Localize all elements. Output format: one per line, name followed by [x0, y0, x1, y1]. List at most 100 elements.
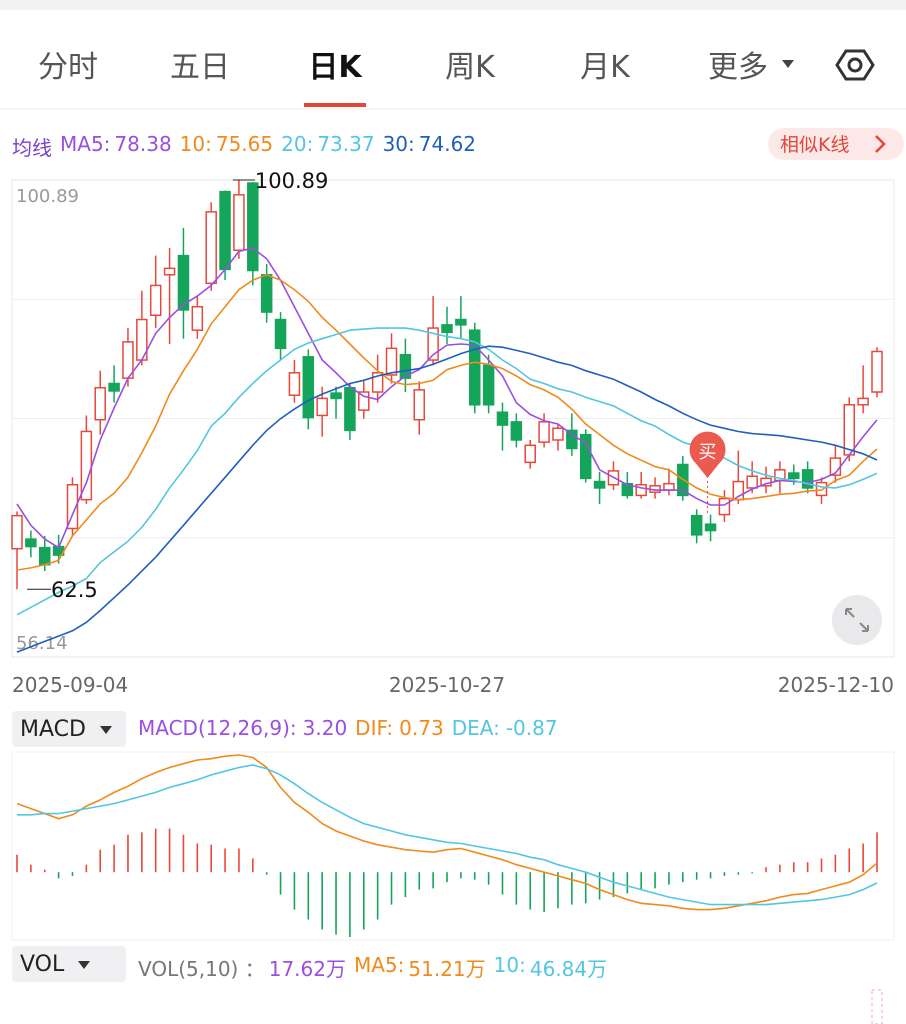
candle-body: [690, 514, 703, 536]
high-marker: 100.89: [255, 169, 328, 193]
candle-body: [635, 483, 647, 497]
candle-body: [344, 386, 356, 432]
candle-body: [163, 267, 176, 276]
vol-legend-value: 46.84万: [529, 957, 608, 981]
ma-value: 75.65: [215, 132, 274, 156]
candle-body: [371, 372, 384, 393]
tab[interactable]: 日K: [308, 50, 363, 85]
macd-frame: [11, 751, 895, 941]
vol-bar-hint: [871, 989, 883, 1024]
more-arrow: [782, 60, 794, 68]
candle-body: [482, 364, 495, 406]
ma-name: 20:: [281, 132, 314, 156]
macd-line: [16, 754, 878, 911]
candle-body: [871, 350, 883, 393]
candle-body: [316, 397, 328, 417]
candle-body: [552, 427, 564, 441]
buy-signal: 买: [699, 442, 717, 463]
status-strip: [0, 0, 906, 10]
tab[interactable]: 周K: [445, 50, 496, 85]
candle-body: [746, 475, 758, 489]
macd-legend-value: -0.87: [505, 716, 558, 740]
tab[interactable]: 分时: [38, 50, 98, 85]
macd-legend-value: 0.73: [399, 716, 444, 740]
candle-body: [149, 284, 162, 317]
ma-line: [16, 273, 878, 571]
tab[interactable]: 更多: [708, 50, 768, 85]
ma-line: [16, 247, 878, 549]
candle-body: [38, 546, 51, 566]
candle-body: [704, 523, 717, 532]
candle-body: [579, 433, 592, 480]
ma-name: MA5:: [60, 132, 111, 156]
vol-legend: VOL(5,10) ： 17.62万 MA5: 51.21万 10: 46.84万: [138, 953, 607, 982]
candle-body: [219, 190, 231, 271]
candle-body: [815, 481, 828, 497]
candle-body: [843, 404, 856, 456]
ma-name: 10:: [179, 132, 212, 156]
vol-legend-name: VOL(5,10) ：: [138, 957, 265, 981]
ma-value: 73.37: [317, 132, 375, 156]
candle-body: [108, 382, 120, 392]
candle-body: [718, 497, 731, 516]
candle-body: [177, 254, 190, 311]
x-tick-label: 2025-10-27: [389, 673, 505, 697]
x-tick-label: 2025-12-10: [778, 673, 894, 697]
buy-pin: [689, 431, 726, 478]
candle-body: [191, 305, 204, 331]
candle-body: [233, 194, 245, 251]
ma-value: 78.38: [114, 132, 172, 156]
macd-line: [17, 764, 878, 906]
candle-body: [788, 472, 800, 480]
macd-legend-name: DIF:: [355, 716, 394, 740]
macd-legend-value: 3.20: [302, 716, 348, 740]
candle-body: [288, 372, 301, 396]
candle-body: [260, 274, 273, 313]
expand-icon: [845, 608, 869, 632]
ma-line: [16, 345, 878, 653]
candle-body: [66, 483, 79, 530]
macd-legend: MACD(12,26,9): 3.20 DIF: 0.73 DEA: -0.87: [138, 716, 558, 740]
candle-body: [496, 411, 509, 426]
ma-name: 30:: [382, 132, 415, 156]
candle-body: [441, 324, 453, 334]
macd-selector[interactable]: MACD: [12, 711, 126, 747]
similar-arrow: [875, 135, 886, 153]
vol-selector[interactable]: VOL: [12, 946, 126, 982]
ma-line: [16, 327, 878, 616]
candle-body: [593, 480, 606, 489]
macd-legend-name: DEA:: [451, 716, 500, 740]
candle-body: [358, 391, 370, 411]
vol-legend-name: 10:: [493, 953, 526, 977]
candle-body: [25, 538, 37, 548]
tab[interactable]: 月K: [580, 50, 631, 85]
candle-body: [538, 421, 550, 443]
candle-body: [468, 329, 481, 406]
candle-body: [330, 392, 342, 400]
candle-body: [205, 211, 217, 285]
ma-value: 74.62: [418, 132, 477, 156]
active-tab-indicator: [304, 103, 366, 107]
x-tick-label: 2025-09-04: [12, 673, 128, 697]
candle-body: [524, 444, 536, 464]
expand-button[interactable]: [832, 595, 882, 645]
candle-body: [801, 469, 814, 489]
candle-body: [94, 386, 106, 421]
candle-body: [566, 429, 578, 450]
similar-button[interactable]: 相似K线: [780, 134, 849, 156]
similar-button-bg[interactable]: [768, 128, 904, 160]
vol-legend-value: 51.21万: [408, 957, 486, 981]
candle-body: [663, 482, 675, 491]
candle-body: [621, 482, 634, 497]
candle-body: [11, 514, 23, 550]
candle-body: [510, 421, 523, 441]
candle-body: [385, 347, 398, 376]
candle-body: [274, 318, 287, 350]
tab[interactable]: 五日: [170, 50, 230, 85]
y-tick-label: 100.89: [16, 186, 79, 207]
candle-body: [247, 182, 259, 272]
candle-body: [455, 318, 467, 326]
settings-icon[interactable]: [835, 49, 875, 81]
